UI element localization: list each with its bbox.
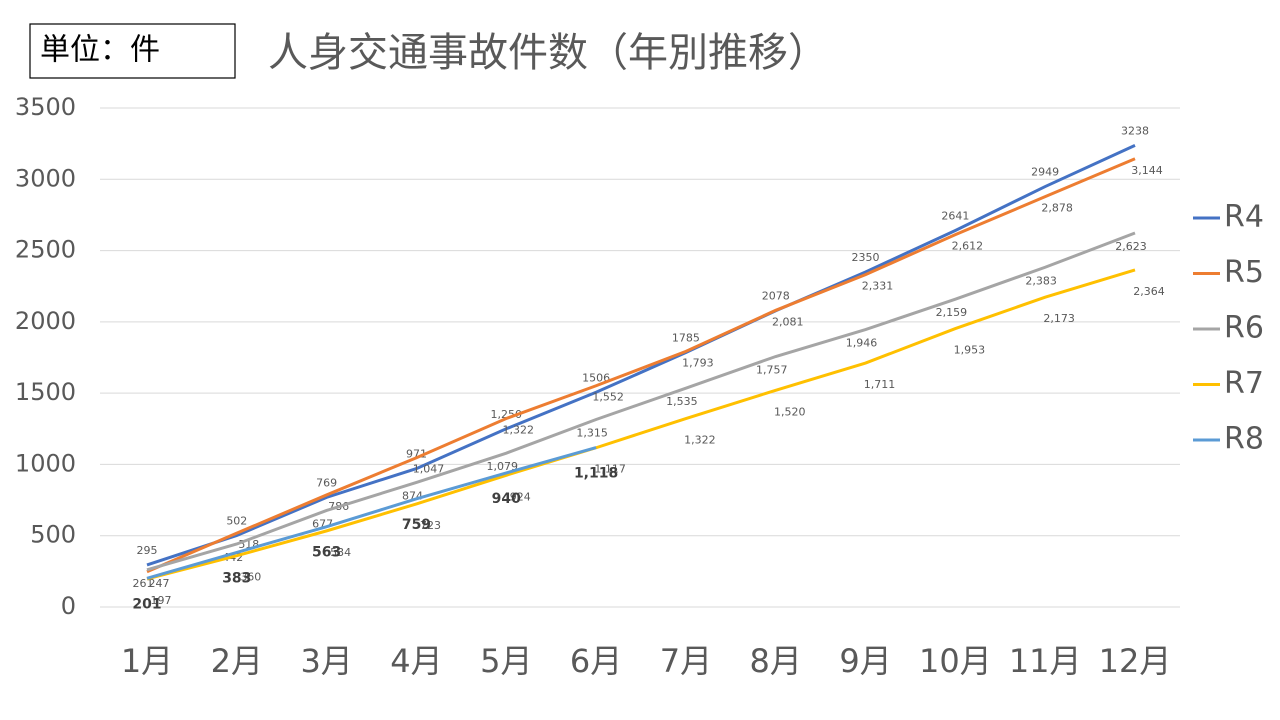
- data-label: 1506: [582, 371, 610, 384]
- y-tick-label: 0: [61, 592, 76, 620]
- x-tick-label: 1月: [121, 642, 173, 680]
- data-label: 759: [402, 517, 431, 533]
- y-tick-label: 2500: [15, 236, 76, 264]
- series-line: [146, 157, 1136, 574]
- data-label: 360: [240, 571, 261, 584]
- data-label: 2949: [1031, 166, 1059, 179]
- data-label: 1,946: [846, 337, 878, 350]
- data-label: 1,079: [487, 460, 519, 473]
- data-label: 2,878: [1041, 202, 1073, 215]
- data-label: 2,081: [772, 315, 804, 328]
- data-label: 383: [222, 570, 251, 586]
- legend-label: R7: [1224, 366, 1264, 401]
- series-line: [146, 143, 1136, 567]
- data-label: 2641: [941, 209, 969, 222]
- chart-title: 人身交通事故件数（年別推移）: [268, 30, 828, 76]
- x-tick-label: 3月: [300, 642, 352, 680]
- data-label: 1,322: [503, 424, 535, 437]
- data-label: 2,612: [952, 240, 984, 253]
- data-label: 1,535: [666, 395, 698, 408]
- data-label: 924: [510, 490, 531, 503]
- x-tick-label: 2月: [211, 642, 263, 680]
- data-label: 3,144: [1131, 164, 1163, 177]
- x-tick-label: 10月: [919, 642, 992, 680]
- data-label: 940: [492, 491, 521, 507]
- data-label: 1,118: [574, 466, 618, 482]
- data-label: 1785: [672, 332, 700, 345]
- y-tick-label: 500: [30, 521, 76, 549]
- series-line: [146, 446, 597, 580]
- legend-label: R5: [1224, 255, 1264, 290]
- data-label: 2,331: [862, 280, 894, 293]
- data-label: 769: [316, 476, 337, 489]
- x-tick-label: 7月: [660, 642, 712, 680]
- data-label: 1,711: [864, 378, 896, 391]
- data-label: 2,623: [1115, 240, 1147, 253]
- data-label: 2,173: [1043, 312, 1075, 325]
- y-tick-label: 3000: [15, 164, 76, 192]
- data-label: 1,117: [594, 463, 626, 476]
- data-label: 201: [132, 596, 161, 612]
- data-label: 971: [406, 448, 427, 461]
- x-tick-label: 9月: [839, 642, 891, 680]
- y-tick-label: 1500: [15, 378, 76, 406]
- data-label: 247: [149, 577, 170, 590]
- data-label: 2,383: [1025, 274, 1057, 287]
- data-label: 1,520: [774, 405, 806, 418]
- data-label: 563: [312, 545, 341, 561]
- data-label: 534: [330, 546, 351, 559]
- data-label: 2350: [852, 251, 880, 264]
- x-tick-label: 11月: [1009, 642, 1082, 680]
- y-tick-label: 3500: [15, 93, 76, 121]
- series-line: [146, 231, 1136, 572]
- data-label: 723: [420, 519, 441, 532]
- x-tick-label: 12月: [1099, 642, 1172, 680]
- data-label: 1,047: [413, 463, 445, 476]
- x-tick-label: 6月: [570, 642, 622, 680]
- data-label: 2078: [762, 290, 790, 303]
- data-label: 3238: [1121, 124, 1149, 137]
- unit-label: 単位：件: [40, 33, 160, 68]
- legend-label: R4: [1224, 200, 1264, 235]
- x-tick-label: 5月: [480, 642, 532, 680]
- legend-label: R8: [1224, 422, 1264, 457]
- data-label: 2,159: [936, 306, 968, 319]
- data-label: 295: [137, 544, 158, 557]
- data-label: 197: [151, 594, 172, 607]
- data-label: 2,364: [1133, 285, 1165, 298]
- y-tick-label: 1000: [15, 449, 76, 477]
- y-tick-label: 2000: [15, 307, 76, 335]
- legend-label: R6: [1224, 311, 1264, 346]
- x-tick-label: 4月: [390, 642, 442, 680]
- data-label: 1,757: [756, 364, 788, 377]
- data-label: 1,552: [592, 391, 624, 404]
- data-label: 1,793: [682, 356, 714, 369]
- data-label: 1,953: [954, 344, 986, 357]
- x-tick-label: 8月: [750, 642, 802, 680]
- data-label: 502: [226, 514, 247, 527]
- data-label: 1,322: [684, 434, 716, 447]
- data-label: 1,250: [491, 408, 523, 421]
- series-line: [146, 268, 1136, 581]
- unit-box: [29, 23, 236, 79]
- data-label: 1,315: [576, 427, 608, 440]
